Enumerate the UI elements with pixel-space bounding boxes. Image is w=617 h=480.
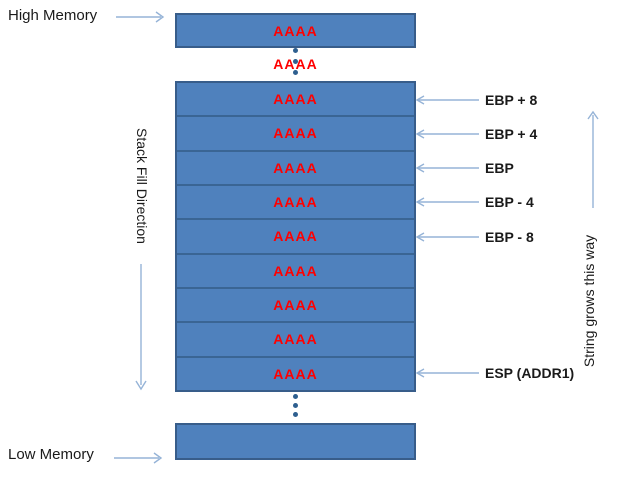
stack-row: AAAA <box>177 115 414 149</box>
dot <box>293 412 298 417</box>
pointer-esp-addr1: ESP (ADDR1) <box>413 363 574 383</box>
stack-cell-value: AAAA <box>273 262 318 279</box>
string-grows-label: String grows this way <box>581 234 597 368</box>
right-arrow-icon <box>114 452 163 464</box>
stack-row: AAAA <box>177 286 414 321</box>
stack-row: AAAA <box>177 183 414 218</box>
stack-fill-direction-label: Stack Fill Direction <box>134 128 150 244</box>
dot <box>293 70 298 75</box>
pointer-label: EBP <box>485 160 514 176</box>
pointer-label: EBP - 8 <box>485 229 534 245</box>
stack-cell-value: AAAA <box>273 331 318 348</box>
dot <box>293 48 298 53</box>
stack-row: AAAA <box>177 149 414 184</box>
pointer-ebp-minus-4: EBP - 4 <box>413 192 534 212</box>
stack-row: AAAA <box>177 252 414 287</box>
stack-frame: AAAA AAAA AAAA AAAA AAAA AAAA AAAA AAAA … <box>175 81 416 392</box>
stack-cell-value: AAAA <box>273 159 318 176</box>
pointer-ebp-minus-8: EBP - 8 <box>413 227 534 247</box>
gap-cell: AAAA <box>175 50 416 78</box>
left-arrow-icon <box>415 368 479 378</box>
stack-row: AAAA <box>177 355 414 390</box>
pointer-ebp-plus-4: EBP + 4 <box>413 124 537 144</box>
stack-cell-value: AAAA <box>273 365 318 382</box>
pointer-ebp: EBP <box>413 158 514 178</box>
stack-cell-value: AAAA <box>273 228 318 245</box>
left-arrow-icon <box>415 129 479 139</box>
ellipsis-dots-icon <box>293 394 298 417</box>
left-arrow-icon <box>415 197 479 207</box>
down-arrow-icon <box>135 264 147 391</box>
up-arrow-icon <box>587 110 599 208</box>
stack-row: AAAA <box>177 321 414 355</box>
ellipsis-dots-icon <box>293 48 298 75</box>
stack-cell-value: AAAA <box>273 297 318 314</box>
pointer-label: EBP - 4 <box>485 194 534 210</box>
left-arrow-icon <box>415 232 479 242</box>
left-arrow-icon <box>415 163 479 173</box>
dot <box>293 59 298 64</box>
stack-cell-value: AAAA <box>273 56 318 72</box>
pointer-label: EBP + 4 <box>485 126 538 142</box>
pointer-ebp-plus-8: EBP + 8 <box>413 90 537 110</box>
pointer-label: ESP (ADDR1) <box>485 365 575 381</box>
stack-row: AAAA <box>177 83 414 115</box>
pointer-label: EBP + 8 <box>485 92 538 108</box>
left-arrow-icon <box>415 95 479 105</box>
low-memory-box <box>175 423 416 460</box>
high-memory-box: AAAA <box>175 13 416 48</box>
dot <box>293 394 298 399</box>
low-memory-label: Low Memory <box>8 446 94 463</box>
stack-row: AAAA <box>177 218 414 252</box>
dot <box>293 403 298 408</box>
stack-cell-value: AAAA <box>273 194 318 211</box>
right-arrow-icon <box>116 11 165 23</box>
stack-cell-value: AAAA <box>273 22 318 39</box>
high-memory-label: High Memory <box>8 7 98 24</box>
stack-cell-value: AAAA <box>273 91 318 108</box>
stack-cell-value: AAAA <box>273 125 318 142</box>
